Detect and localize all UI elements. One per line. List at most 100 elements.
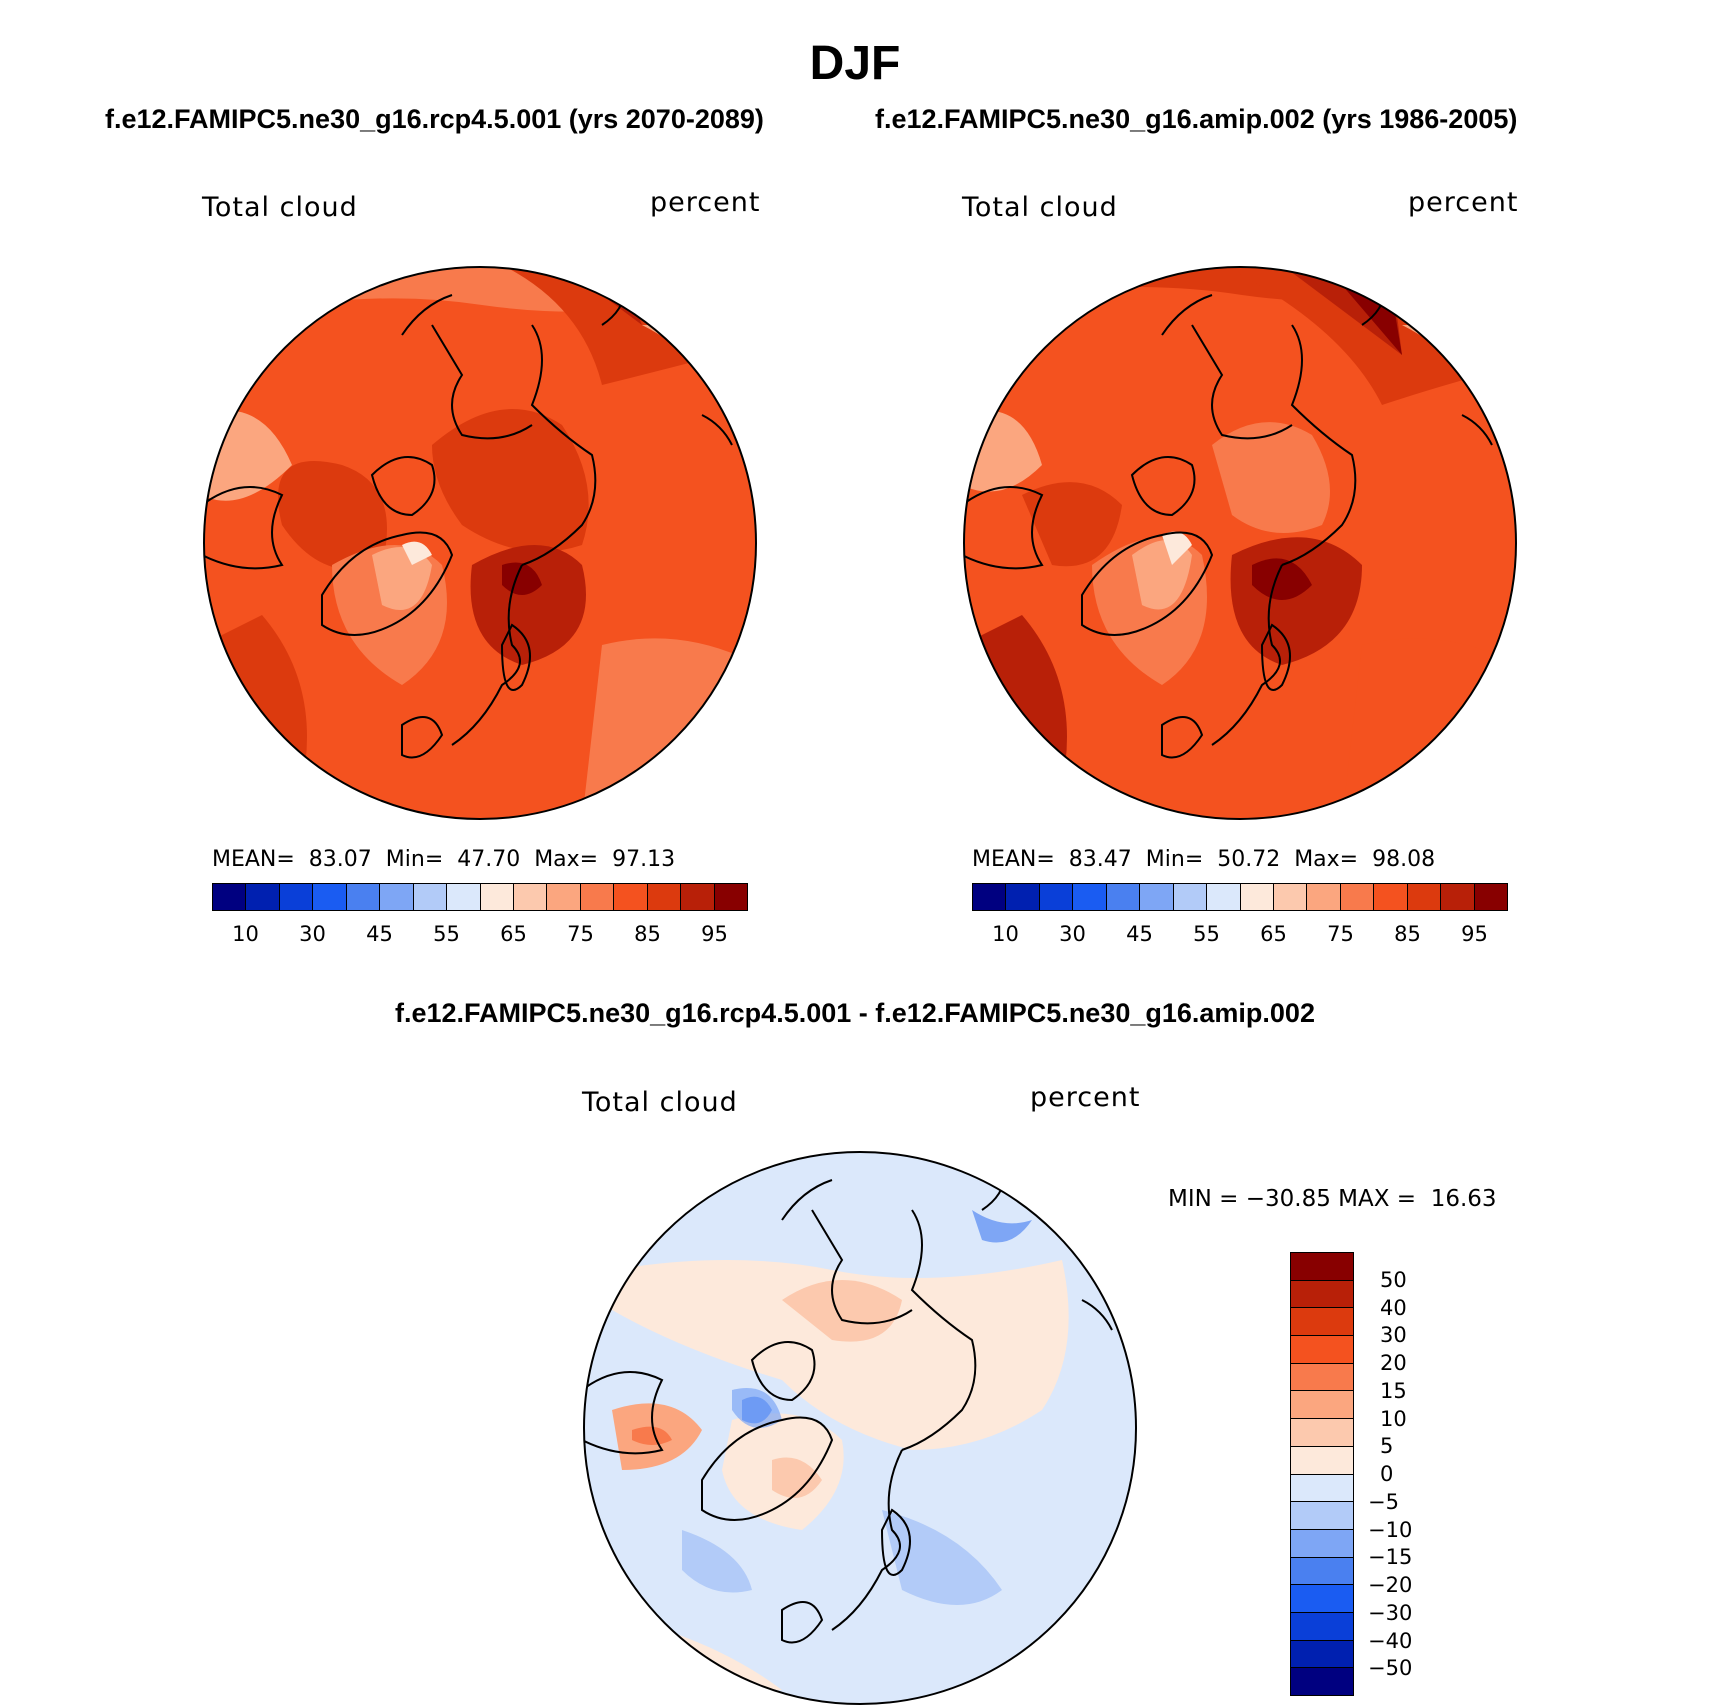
colorbar-swatch <box>1073 884 1107 910</box>
right-colorbar <box>972 883 1508 911</box>
colorbar-tick-label: 95 <box>701 922 728 946</box>
colorbar-swatch <box>647 884 682 910</box>
colorbar-swatch <box>279 884 314 910</box>
colorbar-tick-label: −30 <box>1368 1600 1413 1625</box>
colorbar-tick-label: 85 <box>634 922 661 946</box>
colorbar-tick-label: 30 <box>299 922 326 946</box>
diff-variable-label: Total cloud <box>582 1087 738 1118</box>
colorbar-swatch <box>1291 1308 1353 1337</box>
colorbar-swatch <box>1340 884 1375 910</box>
diff-colorbar <box>1290 1252 1354 1696</box>
colorbar-swatch <box>1291 1585 1353 1613</box>
colorbar-tick-label: 85 <box>1394 922 1421 946</box>
colorbar-swatch <box>614 884 648 910</box>
colorbar-swatch <box>973 884 1007 910</box>
right-polar-map <box>962 265 1518 821</box>
colorbar-swatch <box>1106 884 1141 910</box>
colorbar-tick-label: 45 <box>366 922 393 946</box>
colorbar-swatch <box>1291 1668 1353 1695</box>
colorbar-tick-label: −5 <box>1368 1489 1399 1514</box>
right-units-label: percent <box>1408 187 1519 218</box>
colorbar-tick-label: −15 <box>1368 1545 1413 1570</box>
colorbar-tick-label: 75 <box>1327 922 1354 946</box>
colorbar-tick-label: 50 <box>1380 1267 1407 1292</box>
colorbar-swatch <box>1291 1640 1353 1669</box>
colorbar-swatch <box>1173 884 1208 910</box>
right-variable-label: Total cloud <box>962 192 1118 223</box>
colorbar-swatch <box>1006 884 1040 910</box>
colorbar-swatch <box>1441 884 1475 910</box>
left-units-label: percent <box>650 187 761 218</box>
colorbar-swatch <box>1140 884 1174 910</box>
colorbar-tick-label: 15 <box>1380 1378 1407 1403</box>
colorbar-swatch <box>1407 884 1442 910</box>
subtitle-left: f.e12.FAMIPC5.ne30_g16.rcp4.5.001 (yrs 2… <box>105 104 764 134</box>
colorbar-tick-label: −10 <box>1368 1517 1413 1542</box>
colorbar-swatch <box>1291 1280 1353 1309</box>
right-stats: MEAN= 83.47 Min= 50.72 Max= 98.08 <box>972 847 1436 872</box>
colorbar-swatch <box>346 884 381 910</box>
colorbar-swatch <box>1291 1612 1353 1641</box>
figure-title: DJF <box>809 37 901 90</box>
colorbar-swatch <box>580 884 615 910</box>
colorbar-swatch <box>1291 1446 1353 1475</box>
colorbar-swatch <box>714 884 747 910</box>
subtitle-right: f.e12.FAMIPC5.ne30_g16.amip.002 (yrs 198… <box>875 104 1518 134</box>
colorbar-swatch <box>1291 1363 1353 1392</box>
colorbar-tick-label: −40 <box>1368 1628 1413 1653</box>
colorbar-tick-label: 75 <box>567 922 594 946</box>
colorbar-swatch <box>1273 884 1308 910</box>
colorbar-swatch <box>1291 1502 1353 1530</box>
colorbar-swatch <box>1291 1391 1353 1420</box>
colorbar-swatch <box>1240 884 1274 910</box>
colorbar-swatch <box>380 884 414 910</box>
colorbar-tick-label: 40 <box>1380 1295 1407 1320</box>
colorbar-swatch <box>681 884 715 910</box>
colorbar-swatch <box>1374 884 1408 910</box>
left-colorbar-ticks: 10 30 45 55 65 75 85 95 <box>212 922 748 952</box>
colorbar-tick-label: 5 <box>1380 1434 1394 1459</box>
colorbar-swatch <box>447 884 481 910</box>
colorbar-swatch <box>1291 1474 1353 1503</box>
colorbar-tick-label: 10 <box>992 922 1019 946</box>
colorbar-tick-label: 65 <box>500 922 527 946</box>
colorbar-swatch <box>246 884 280 910</box>
colorbar-swatch <box>1291 1419 1353 1447</box>
left-polar-map <box>202 265 758 821</box>
colorbar-tick-label: −20 <box>1368 1573 1413 1597</box>
left-stats: MEAN= 83.07 Min= 47.70 Max= 97.13 <box>212 847 676 872</box>
diff-stats: MIN = −30.85 MAX = 16.63 <box>1168 1186 1497 1212</box>
colorbar-tick-label: 30 <box>1380 1323 1407 1348</box>
colorbar-swatch <box>1291 1253 1353 1281</box>
diff-colorbar-ticks: 50 40 30 20 15 10 5 0 −5 −10 −15 −20 −30 −40 −50 <box>1368 1252 1468 1696</box>
left-colorbar <box>212 883 748 911</box>
colorbar-swatch <box>480 884 514 910</box>
colorbar-swatch <box>1291 1529 1353 1558</box>
colorbar-swatch <box>513 884 548 910</box>
difference-title: f.e12.FAMIPC5.ne30_g16.rcp4.5.001 - f.e1… <box>395 998 1315 1028</box>
colorbar-swatch <box>1207 884 1241 910</box>
colorbar-tick-label: 55 <box>433 922 460 946</box>
colorbar-tick-label: −50 <box>1368 1656 1413 1681</box>
colorbar-tick-label: 10 <box>232 922 259 946</box>
colorbar-swatch <box>213 884 247 910</box>
colorbar-tick-label: 10 <box>1380 1406 1407 1431</box>
colorbar-swatch <box>1474 884 1507 910</box>
colorbar-swatch <box>547 884 581 910</box>
colorbar-tick-label: 30 <box>1059 922 1086 946</box>
diff-units-label: percent <box>1030 1082 1141 1113</box>
colorbar-swatch <box>1307 884 1341 910</box>
colorbar-swatch <box>313 884 347 910</box>
right-colorbar-ticks: 10 30 45 55 65 75 85 95 <box>972 922 1508 952</box>
colorbar-tick-label: 20 <box>1380 1351 1407 1375</box>
colorbar-tick-label: 95 <box>1461 922 1488 946</box>
colorbar-tick-label: 65 <box>1260 922 1287 946</box>
colorbar-tick-label: 0 <box>1380 1462 1394 1486</box>
colorbar-tick-label: 45 <box>1126 922 1153 946</box>
colorbar-swatch <box>1291 1336 1353 1364</box>
colorbar-swatch <box>1039 884 1074 910</box>
colorbar-tick-label: 55 <box>1193 922 1220 946</box>
colorbar-swatch <box>413 884 448 910</box>
left-variable-label: Total cloud <box>202 192 358 223</box>
colorbar-swatch <box>1291 1557 1353 1586</box>
